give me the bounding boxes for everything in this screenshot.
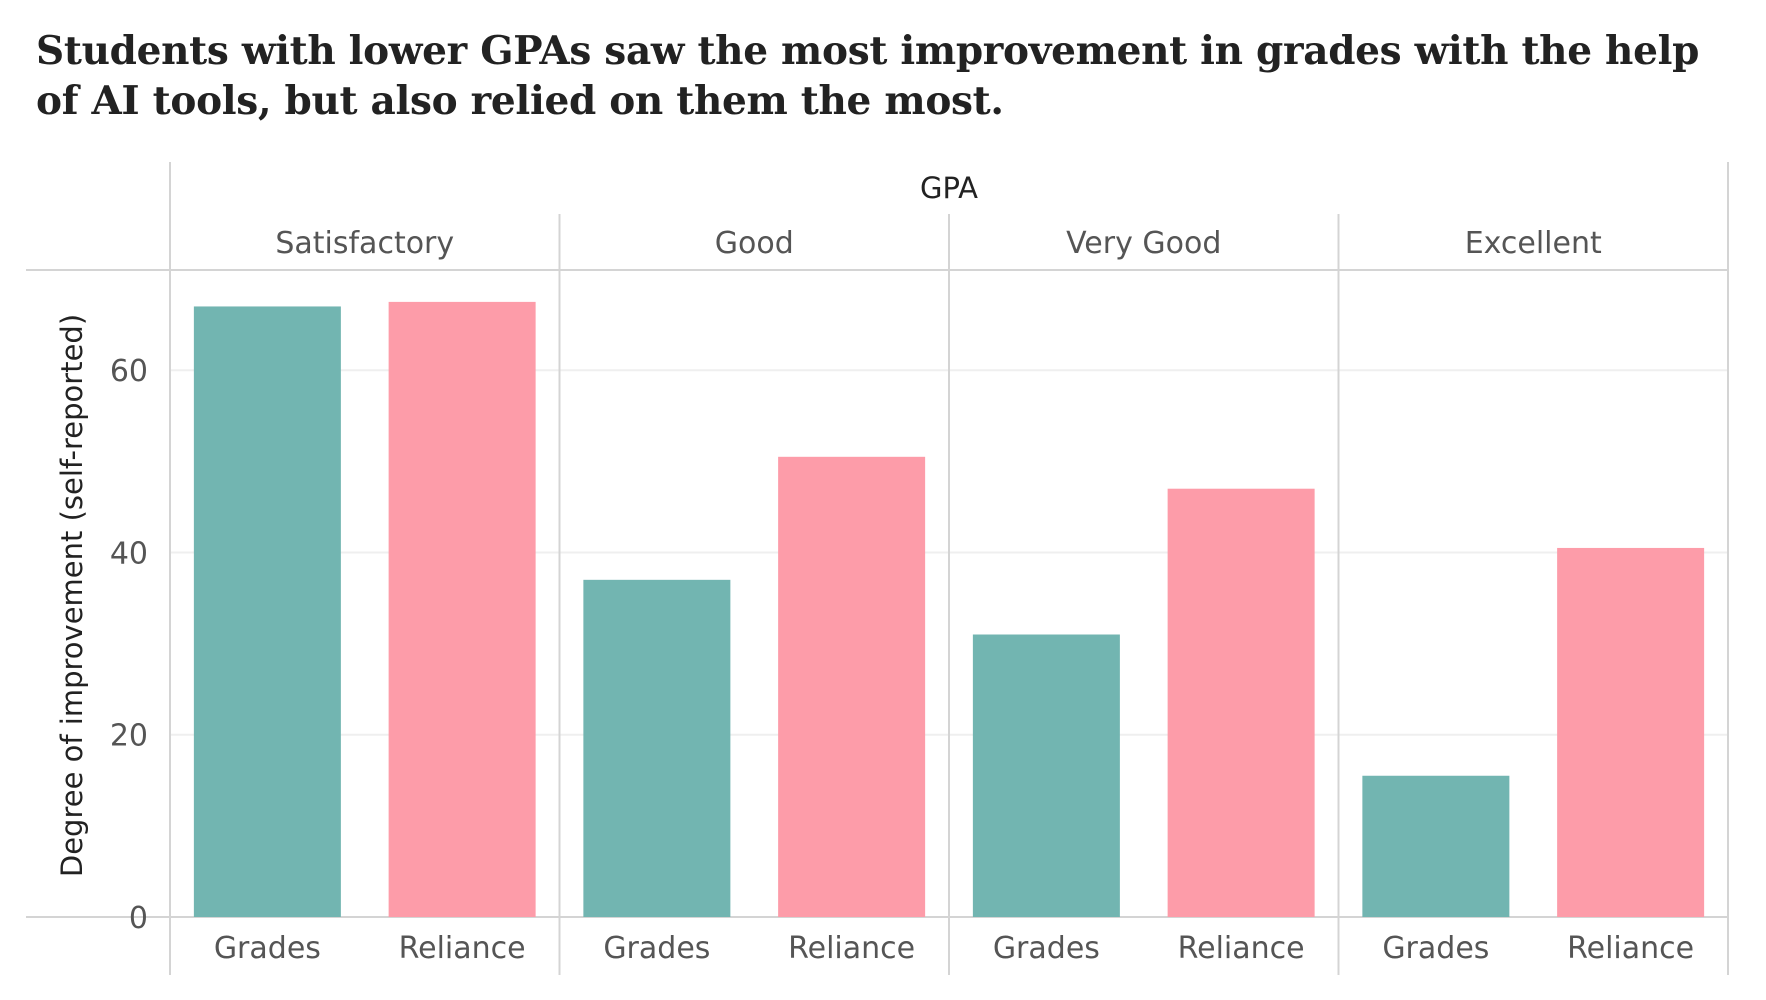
facet-label-satisfactory: Satisfactory [275, 226, 454, 261]
y-tick-60: 60 [110, 354, 148, 389]
bar-good-grades[interactable] [583, 579, 731, 917]
x-tick-very-good-grades: Grades [993, 931, 1100, 966]
x-tick-excellent-reliance: Reliance [1567, 931, 1694, 966]
facet-label-excellent: Excellent [1465, 226, 1602, 261]
bars [193, 301, 1705, 918]
facet-label-good: Good [715, 226, 794, 261]
bar-excellent-grades[interactable] [1362, 775, 1510, 917]
bar-excellent-reliance[interactable] [1557, 547, 1705, 917]
y-tick-40: 40 [110, 536, 148, 571]
y-axis-label: Degree of improvement (self-reported) [55, 314, 89, 877]
x-tick-good-grades: Grades [603, 931, 710, 966]
labels: GPA Satisfactory Grades Reliance Good Grades R… [55, 171, 1694, 966]
bar-satisfactory-reliance[interactable] [388, 301, 536, 917]
bar-good-reliance[interactable] [778, 456, 926, 917]
x-tick-very-good-reliance: Reliance [1178, 931, 1305, 966]
facet-label-very-good: Very Good [1066, 226, 1221, 261]
x-tick-good-reliance: Reliance [788, 931, 915, 966]
y-tick-20: 20 [110, 719, 148, 754]
facet-title: GPA [920, 171, 978, 205]
chart-title: Students with lower GPAs saw the most im… [36, 28, 1700, 124]
bar-satisfactory-grades[interactable] [193, 306, 341, 918]
x-tick-satisfactory-reliance: Reliance [399, 931, 526, 966]
x-tick-satisfactory-grades: Grades [214, 931, 321, 966]
bar-very-good-grades[interactable] [972, 634, 1120, 917]
y-tick-0: 0 [129, 901, 148, 936]
x-tick-excellent-grades: Grades [1382, 931, 1489, 966]
bar-very-good-reliance[interactable] [1167, 488, 1315, 917]
